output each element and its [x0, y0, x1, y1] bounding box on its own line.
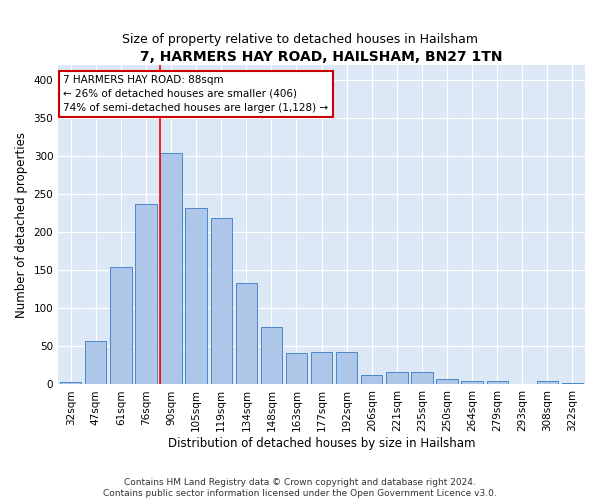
Bar	[60, 382, 82, 384]
Bar	[461, 382, 483, 384]
Text: 7 HARMERS HAY ROAD: 88sqm
← 26% of detached houses are smaller (406)
74% of semi: 7 HARMERS HAY ROAD: 88sqm ← 26% of detac…	[64, 74, 329, 112]
Bar	[436, 379, 458, 384]
Bar	[411, 372, 433, 384]
Bar	[487, 382, 508, 384]
Y-axis label: Number of detached properties: Number of detached properties	[15, 132, 28, 318]
Bar	[185, 208, 207, 384]
Bar	[236, 284, 257, 384]
Bar	[160, 152, 182, 384]
Bar	[85, 341, 106, 384]
X-axis label: Distribution of detached houses by size in Hailsham: Distribution of detached houses by size …	[168, 437, 475, 450]
Bar	[537, 382, 558, 384]
Bar	[386, 372, 407, 384]
Bar	[361, 376, 382, 384]
Bar	[261, 326, 282, 384]
Bar	[136, 204, 157, 384]
Bar	[286, 352, 307, 384]
Bar	[562, 383, 583, 384]
Title: 7, HARMERS HAY ROAD, HAILSHAM, BN27 1TN: 7, HARMERS HAY ROAD, HAILSHAM, BN27 1TN	[140, 50, 503, 64]
Text: Size of property relative to detached houses in Hailsham: Size of property relative to detached ho…	[122, 32, 478, 46]
Bar	[311, 352, 332, 384]
Text: Contains HM Land Registry data © Crown copyright and database right 2024.
Contai: Contains HM Land Registry data © Crown c…	[103, 478, 497, 498]
Bar	[211, 218, 232, 384]
Bar	[110, 266, 131, 384]
Bar	[336, 352, 358, 384]
